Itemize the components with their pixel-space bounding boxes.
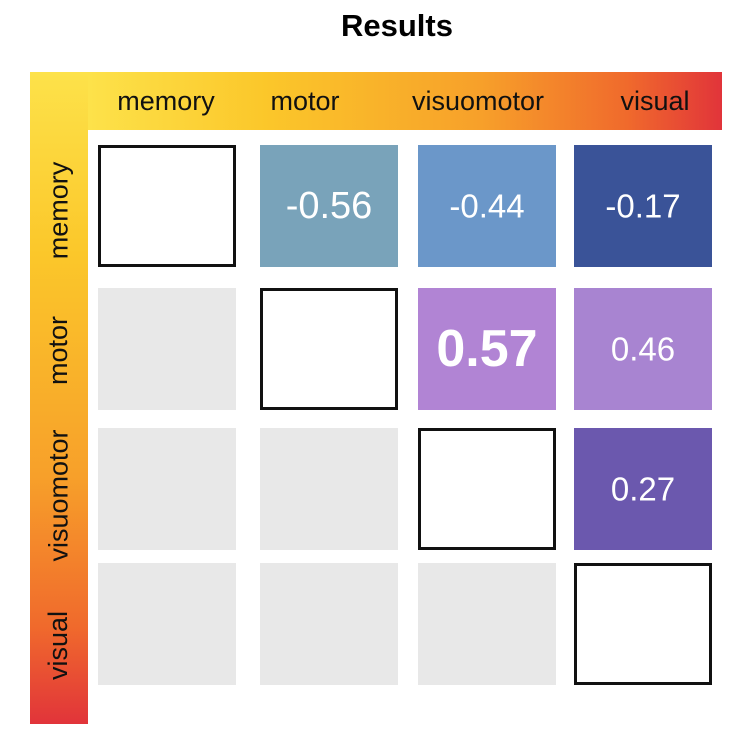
diagonal-cell-motor	[260, 288, 398, 410]
heatmap-cell-visuomotor-visual	[574, 428, 712, 550]
chart-title: Results	[341, 8, 453, 43]
heatmap-cell-memory-motor	[260, 145, 398, 267]
lower-cell-visuomotor-motor	[260, 428, 398, 550]
lower-cell-visual-memory	[98, 563, 236, 685]
col-label-memory: memory	[117, 86, 215, 116]
cell-value-visuomotor-visual: 0.27	[611, 471, 675, 508]
col-label-visual: visual	[620, 86, 690, 116]
diagonal-cell-visuomotor	[418, 428, 556, 550]
cell-value-memory-visual: -0.17	[605, 188, 680, 225]
col-label-visuomotor: visuomotor	[411, 86, 545, 116]
cell-value-memory-visuomotor: -0.44	[449, 188, 524, 225]
cell-value-motor-visual: 0.46	[611, 331, 675, 368]
diagonal-cell-memory	[98, 145, 236, 267]
row-label-bar	[30, 72, 88, 724]
diagonal-cell-visual	[574, 563, 712, 685]
heatmap-cell-memory-visuomotor	[418, 145, 556, 267]
lower-cell-visuomotor-memory	[98, 428, 236, 550]
heatmap-cell-memory-visual	[574, 145, 712, 267]
column-label-bar	[88, 72, 722, 130]
lower-cell-motor-memory	[98, 288, 236, 410]
heatmap-cell-motor-visuomotor	[418, 288, 556, 410]
cell-value-motor-visuomotor: 0.57	[436, 320, 537, 378]
col-label-motor: motor	[270, 86, 340, 116]
lower-cell-visual-visuomotor	[418, 563, 556, 685]
cell-value-memory-motor: -0.56	[286, 185, 373, 227]
lower-cell-visual-motor	[260, 563, 398, 685]
heatmap-cell-motor-visual	[574, 288, 712, 410]
